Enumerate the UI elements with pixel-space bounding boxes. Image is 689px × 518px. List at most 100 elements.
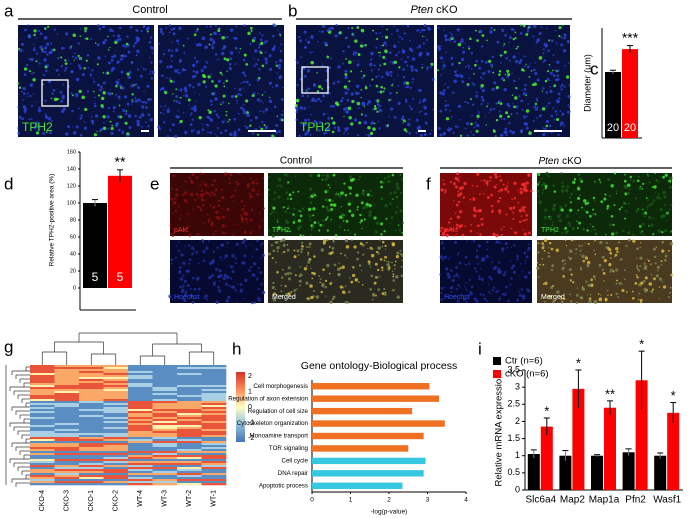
cell — [169, 269, 171, 272]
cell — [170, 232, 173, 235]
cell — [52, 88, 56, 92]
cell — [243, 204, 246, 207]
cell — [209, 194, 212, 197]
cell — [510, 227, 513, 230]
cell — [311, 97, 315, 101]
cell — [567, 256, 570, 258]
cell — [71, 109, 74, 113]
cell — [215, 215, 219, 219]
cell — [172, 32, 176, 36]
cell — [27, 34, 32, 38]
cell — [300, 56, 303, 59]
cell — [563, 124, 565, 127]
heatmap-cell — [79, 367, 104, 370]
heatmap-cell — [177, 429, 202, 432]
cell — [324, 295, 327, 297]
cell — [369, 131, 374, 136]
cell — [70, 70, 74, 74]
cell — [544, 223, 547, 226]
cell — [299, 214, 303, 218]
cell — [460, 57, 465, 62]
cell — [476, 123, 480, 128]
cell — [402, 68, 405, 71]
cell — [632, 179, 636, 183]
cell — [141, 125, 144, 128]
cell — [344, 75, 348, 80]
cell — [402, 122, 404, 124]
cell — [368, 210, 373, 214]
cell — [581, 244, 583, 247]
cell — [352, 52, 356, 56]
cell — [555, 113, 558, 116]
cell — [523, 183, 526, 186]
cell — [245, 212, 249, 216]
cell — [361, 227, 363, 230]
cell — [485, 181, 489, 185]
cell — [160, 30, 163, 34]
cell — [498, 261, 501, 264]
cell — [449, 180, 452, 184]
cell — [234, 189, 237, 192]
cell — [418, 44, 422, 48]
cell — [419, 47, 422, 49]
cell — [537, 172, 541, 176]
heatmap-cell — [79, 399, 104, 402]
cell — [147, 124, 150, 128]
cell — [147, 113, 151, 116]
cell — [236, 182, 240, 186]
panel-letter: i — [478, 339, 482, 358]
cell — [134, 97, 137, 100]
cell — [402, 75, 406, 79]
cell — [221, 35, 225, 40]
cell — [128, 126, 132, 129]
cell — [81, 72, 85, 76]
cell — [191, 75, 196, 79]
cell — [310, 267, 312, 270]
cell — [527, 250, 529, 252]
cell — [197, 82, 201, 87]
cell — [168, 294, 172, 299]
cell — [641, 222, 645, 226]
micrograph — [168, 238, 266, 305]
cell — [328, 245, 331, 248]
cell — [349, 192, 352, 195]
cell — [603, 259, 607, 263]
heatmap-cell — [79, 441, 104, 444]
cell — [394, 268, 396, 270]
cell — [201, 203, 205, 207]
bar — [635, 380, 648, 490]
heatmap-cell — [30, 443, 55, 446]
cell — [200, 198, 204, 202]
heatmap-cell — [128, 393, 153, 396]
cell — [240, 218, 244, 222]
heatmap-cell — [128, 411, 153, 414]
heatmap-cell — [103, 461, 129, 464]
cell — [556, 70, 558, 73]
cell — [143, 90, 145, 92]
cell — [195, 176, 199, 179]
cell — [568, 268, 572, 272]
cell — [653, 255, 657, 259]
heatmap-cell — [201, 451, 227, 454]
cell — [662, 190, 666, 195]
cell — [221, 207, 224, 210]
cell — [385, 260, 388, 263]
cell — [477, 262, 480, 266]
cell — [445, 117, 450, 121]
cell — [478, 29, 483, 34]
cell — [267, 176, 270, 179]
cell — [400, 274, 404, 277]
cell — [439, 56, 444, 60]
cell — [239, 47, 242, 50]
cell — [618, 251, 621, 254]
heatmap-cell — [30, 467, 55, 470]
cell — [96, 130, 98, 133]
cell — [475, 91, 478, 94]
heatmap-cell — [177, 447, 202, 450]
cell — [293, 295, 296, 298]
cell — [584, 256, 589, 260]
cell — [518, 78, 521, 80]
cell — [492, 107, 496, 111]
cell — [221, 243, 224, 247]
heatmap-cell — [177, 455, 202, 458]
